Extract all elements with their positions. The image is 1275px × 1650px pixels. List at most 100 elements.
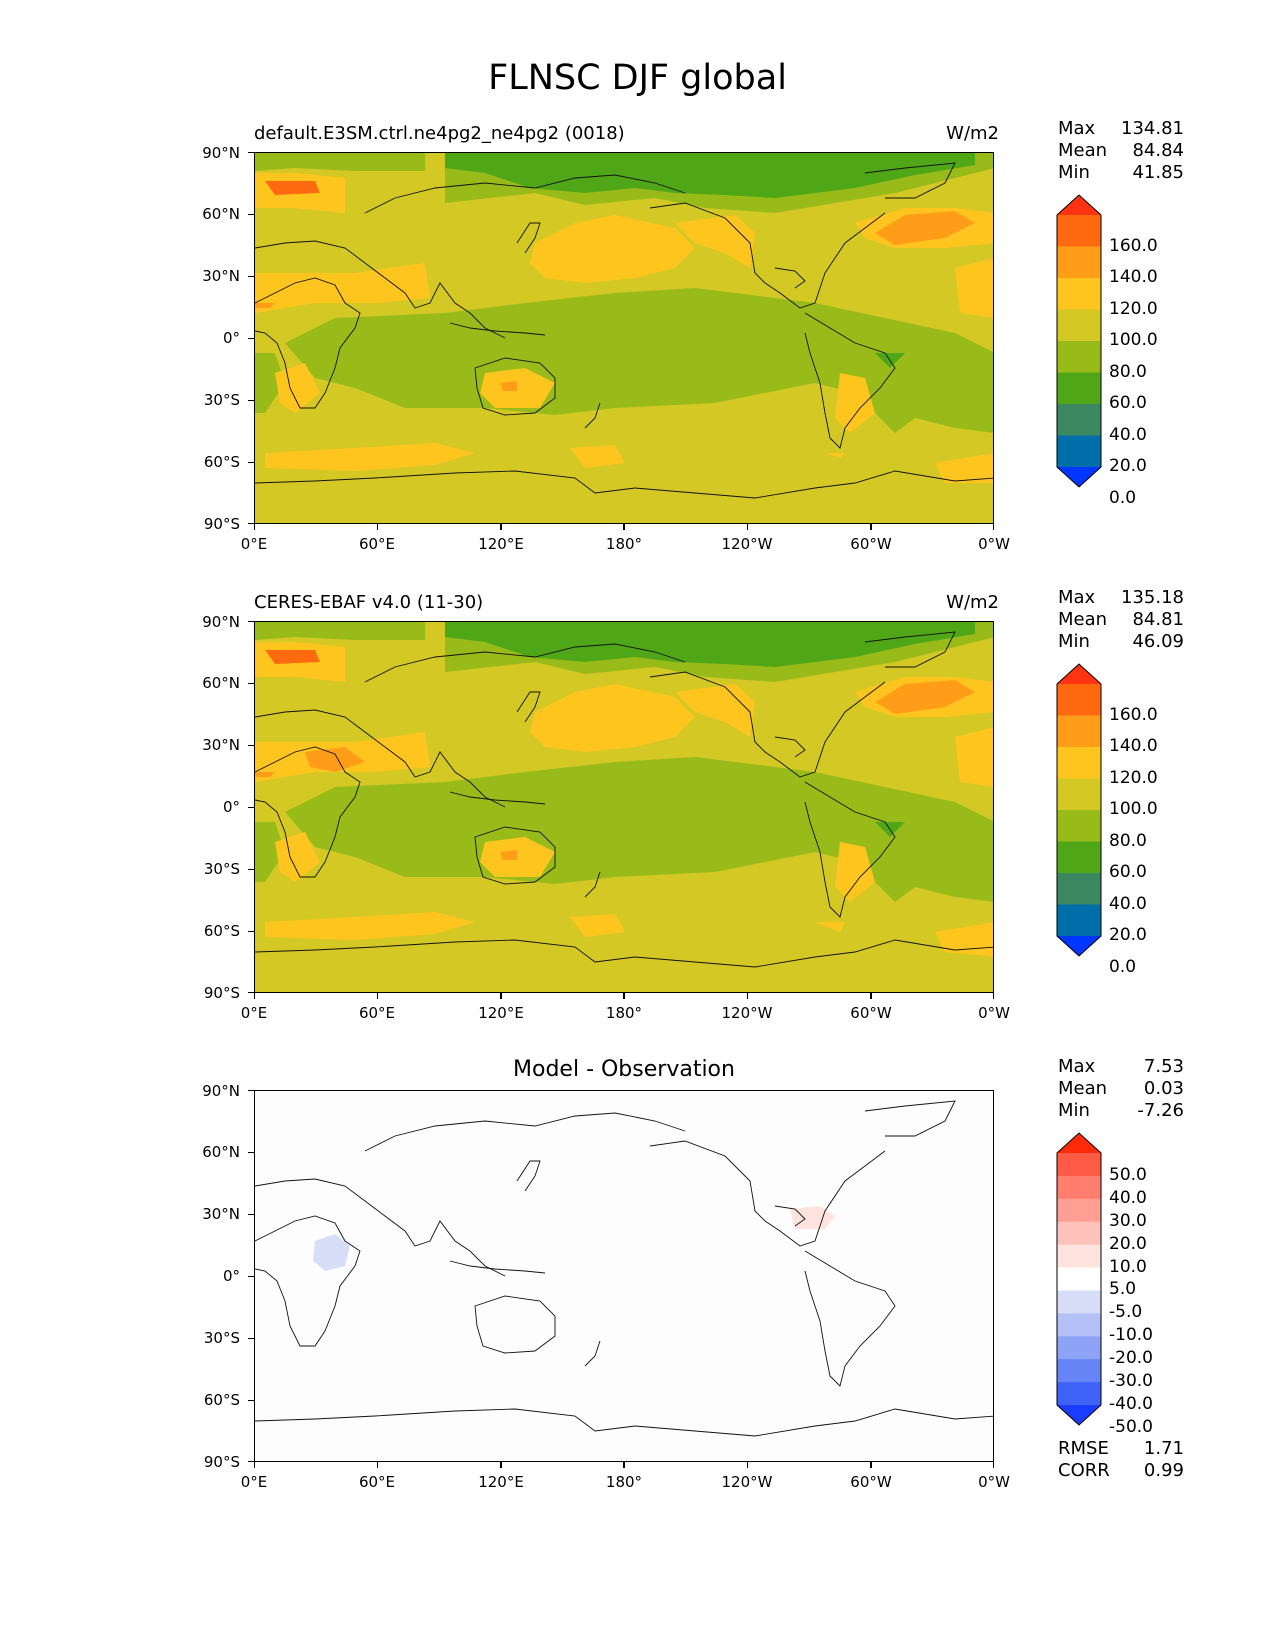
x-tick-mark (500, 1462, 502, 1468)
colorbar-segment (1057, 372, 1101, 405)
coastlines (255, 162, 993, 499)
colorbar-tick-label: -40.0 (1109, 1394, 1153, 1414)
y-tick-mark (248, 522, 254, 524)
x-tick-mark (746, 1462, 749, 1468)
x-tick-label: 0°W (978, 535, 1010, 553)
y-tick-label: 30°N (202, 736, 240, 754)
y-tick-label: 90°N (202, 144, 240, 162)
x-tick-label: 180° (605, 535, 643, 553)
colorbar-tick-label: 60.0 (1109, 862, 1147, 882)
colorbar: 160.0 140.0 120.0 100.0 80.0 60.0 40.0 20.0 0.0 (1055, 193, 1195, 508)
colorbar-extend-top (1057, 1133, 1101, 1153)
y-tick-mark (248, 682, 254, 684)
stats-box: Max 135.18 Mean 84.81 Min 46.09 (1058, 587, 1184, 653)
stat-label: Max (1058, 118, 1096, 139)
colorbar-tick-label: 100.0 (1109, 330, 1158, 350)
colorbar-segment (1057, 841, 1101, 874)
colorbar-tick-label: 60.0 (1109, 393, 1147, 413)
y-tick-mark (248, 213, 254, 215)
x-tick-mark (870, 993, 872, 999)
y-tick-mark (248, 868, 254, 870)
stat-min: 41.85 (1132, 162, 1184, 183)
x-tick-mark (746, 524, 749, 530)
colorbar-segment (1057, 873, 1101, 905)
y-tick-label: 30°N (202, 267, 240, 285)
colorbar-segment (1057, 309, 1101, 342)
stat-max: 7.53 (1143, 1056, 1184, 1077)
colorbar-svg (1056, 1132, 1102, 1426)
colorbar-segment (1057, 435, 1101, 468)
colorbar-outline (1056, 1132, 1102, 1426)
colorbar-segment (1057, 1221, 1101, 1246)
panel-title: CERES-EBAF v4.0 (11-30) (254, 592, 484, 613)
map-observation (254, 621, 994, 993)
colorbar-segment (1057, 1290, 1101, 1314)
x-tick-label: 0°W (978, 1473, 1010, 1491)
x-tick-label: 120°W (721, 1004, 773, 1022)
figure-title: FLNSC DJF global (488, 58, 787, 98)
colorbar-tick-label: -50.0 (1109, 1416, 1153, 1437)
y-tick-mark (248, 806, 254, 808)
colorbar-segment (1057, 1175, 1101, 1200)
colorbar-segment (1057, 1267, 1101, 1291)
colorbar-extend-bottom (1057, 1405, 1101, 1425)
colorbar-segment (1057, 778, 1101, 811)
stat-min: 46.09 (1132, 631, 1184, 652)
colorbar-segment (1057, 747, 1101, 779)
y-tick-mark (248, 1399, 254, 1401)
x-tick-mark (623, 993, 625, 999)
colorbar-tick-label: -30.0 (1109, 1371, 1153, 1392)
y-tick-mark (248, 744, 254, 746)
coastlines (255, 631, 993, 968)
colorbar-segment (1057, 404, 1101, 436)
stat-label: Mean (1058, 1078, 1108, 1099)
y-tick-mark (248, 275, 254, 277)
colorbar-segment (1057, 278, 1101, 310)
colorbar-tick-label: 0.0 (1109, 487, 1137, 508)
colorbar-tick-label: 140.0 (1109, 736, 1158, 756)
y-tick-mark (248, 337, 254, 339)
colorbar-tick-label: 5.0 (1109, 1279, 1137, 1300)
x-tick-mark (746, 993, 749, 999)
x-tick-mark (253, 1462, 255, 1468)
colorbar-outline (1056, 663, 1102, 957)
x-tick-mark (870, 524, 872, 530)
x-tick-mark (500, 993, 502, 999)
x-tick-label: 120°E (478, 1004, 524, 1022)
colorbar-segment (1057, 1198, 1101, 1223)
x-tick-mark (623, 524, 625, 530)
x-tick-label: 120°E (478, 535, 524, 553)
stat-label: Max (1058, 587, 1096, 608)
y-tick-label: 0° (222, 1267, 240, 1285)
x-tick-label: 60°E (358, 1004, 396, 1022)
stat-label: Min (1058, 1100, 1090, 1121)
x-tick-label: 0°E (240, 535, 268, 553)
y-tick-mark (248, 1089, 254, 1091)
colorbar-tick-label: 160.0 (1109, 704, 1158, 725)
colorbar-tick-label: 40.0 (1109, 893, 1147, 914)
map-model (254, 152, 994, 524)
y-tick-label: 60°S (203, 1391, 240, 1409)
y-tick-mark (248, 930, 254, 932)
x-tick-mark (253, 993, 255, 999)
y-tick-mark (248, 620, 254, 622)
colorbar-tick-label: -20.0 (1109, 1348, 1153, 1369)
colorbar-svg (1056, 194, 1102, 488)
colorbar-segment (1057, 215, 1101, 247)
panel-units: W/m2 (946, 592, 999, 613)
y-tick-mark (248, 1213, 254, 1215)
contour-field-observation (255, 622, 993, 992)
colorbar-tick-label: -10.0 (1109, 1325, 1153, 1346)
colorbar-extend-top (1057, 195, 1101, 215)
y-tick-mark (248, 1337, 254, 1339)
x-tick-label: 0°E (240, 1004, 268, 1022)
x-tick-label: 60°E (358, 1473, 396, 1491)
colorbar-tick-label: 20.0 (1109, 1233, 1147, 1254)
y-tick-label: 0° (222, 329, 240, 347)
x-tick-label: 0°E (240, 1473, 268, 1491)
stat-mean: 84.84 (1132, 140, 1184, 161)
stat-label: Min (1058, 162, 1090, 183)
colorbar-tick-label: 40.0 (1109, 424, 1147, 445)
colorbar-svg (1056, 663, 1102, 957)
y-tick-label: 30°S (203, 860, 240, 878)
